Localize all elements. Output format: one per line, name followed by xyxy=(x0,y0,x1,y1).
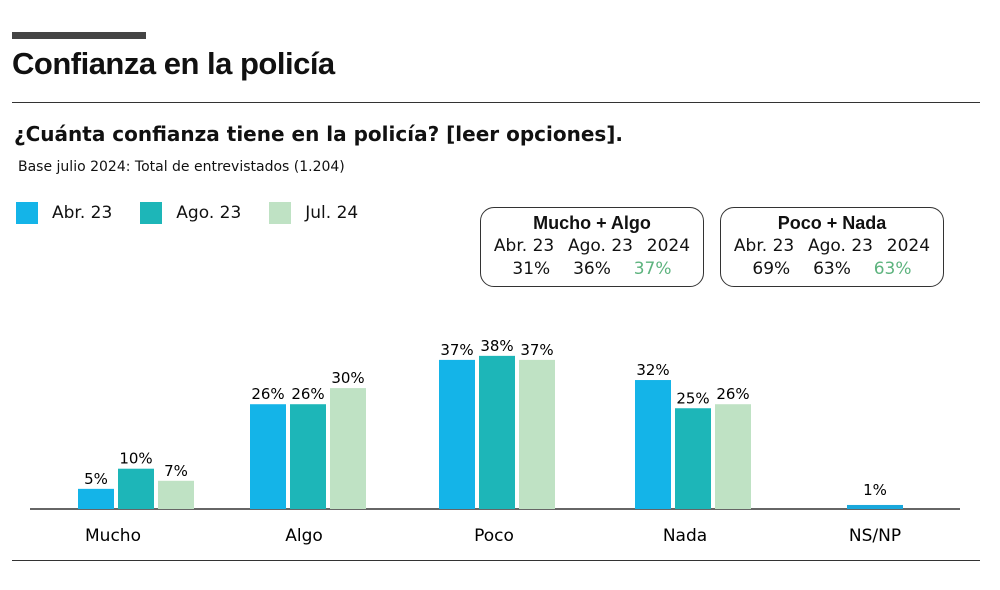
data-label: 25% xyxy=(676,389,709,407)
bar xyxy=(675,408,711,509)
summary-box-mucho-algo: Mucho + Algo Abr. 23 Ago. 23 2024 31% 36% 37… xyxy=(480,207,704,287)
data-label: 10% xyxy=(119,450,152,468)
data-label: 32% xyxy=(636,361,669,379)
legend-label: Jul. 24 xyxy=(305,203,359,223)
summary-period: Abr. 23 xyxy=(733,236,795,256)
base-note: Base julio 2024: Total de entrevistados … xyxy=(18,159,345,175)
summary-heading: Poco + Nada xyxy=(777,213,887,233)
legend-swatch xyxy=(16,202,38,224)
summary-period: 2024 xyxy=(886,236,931,256)
page-title: Confianza en la policía xyxy=(12,46,335,81)
data-label: 26% xyxy=(291,385,324,403)
legend-label: Ago. 23 xyxy=(176,203,242,223)
data-label: 7% xyxy=(164,462,188,480)
legend-item: Ago. 23 xyxy=(140,202,241,224)
category-label: Algo xyxy=(285,526,323,546)
bar xyxy=(118,468,154,509)
data-label: 37% xyxy=(440,341,473,359)
bottom-divider xyxy=(12,560,980,561)
data-label: 26% xyxy=(251,385,284,403)
question: ¿Cuánta confianza tiene en la policía? [… xyxy=(14,122,624,146)
summary-value: 31% xyxy=(512,259,551,279)
category-label: Mucho xyxy=(85,526,141,546)
summary-period: Ago. 23 xyxy=(808,236,873,256)
data-label: 26% xyxy=(716,385,749,403)
legend-swatch xyxy=(140,202,163,224)
bar xyxy=(158,480,194,509)
category-label: Nada xyxy=(663,526,707,546)
data-label: 5% xyxy=(84,470,108,488)
bar xyxy=(635,380,671,509)
summary-period: Abr. 23 xyxy=(493,236,555,256)
legend-item: Jul. 24 xyxy=(269,202,358,224)
summary-heading: Mucho + Algo xyxy=(533,213,651,233)
data-label: 38% xyxy=(480,337,513,355)
bar xyxy=(290,404,326,509)
legend-swatch xyxy=(269,202,292,224)
summary-value: 37% xyxy=(633,259,672,279)
category-label: Poco xyxy=(474,526,514,546)
bar xyxy=(78,488,114,509)
summary-box-poco-nada: Poco + Nada Abr. 23 Ago. 23 2024 69% 63% 63% xyxy=(720,207,944,287)
bar xyxy=(439,359,475,509)
bar xyxy=(715,404,751,509)
title-accent-bar xyxy=(12,32,146,39)
legend: Abr. 23 Ago. 23 Jul. 24 xyxy=(16,202,358,224)
data-label: 37% xyxy=(520,341,553,359)
summary-value: 36% xyxy=(573,259,611,279)
summary-period: 2024 xyxy=(646,236,691,256)
category-label: NS/NP xyxy=(849,526,901,546)
summary-value: 63% xyxy=(813,259,851,279)
bar xyxy=(250,404,286,509)
data-label: 30% xyxy=(331,369,364,387)
bar xyxy=(847,504,903,509)
legend-item: Abr. 23 xyxy=(16,202,112,224)
data-label: 1% xyxy=(863,481,887,499)
divider xyxy=(12,102,980,103)
summary-value: 69% xyxy=(752,259,791,279)
summary-period: Ago. 23 xyxy=(568,236,633,256)
summary-value: 63% xyxy=(873,259,912,279)
bar xyxy=(330,388,366,509)
bar xyxy=(479,355,515,509)
legend-label: Abr. 23 xyxy=(52,203,113,223)
bar xyxy=(519,359,555,509)
